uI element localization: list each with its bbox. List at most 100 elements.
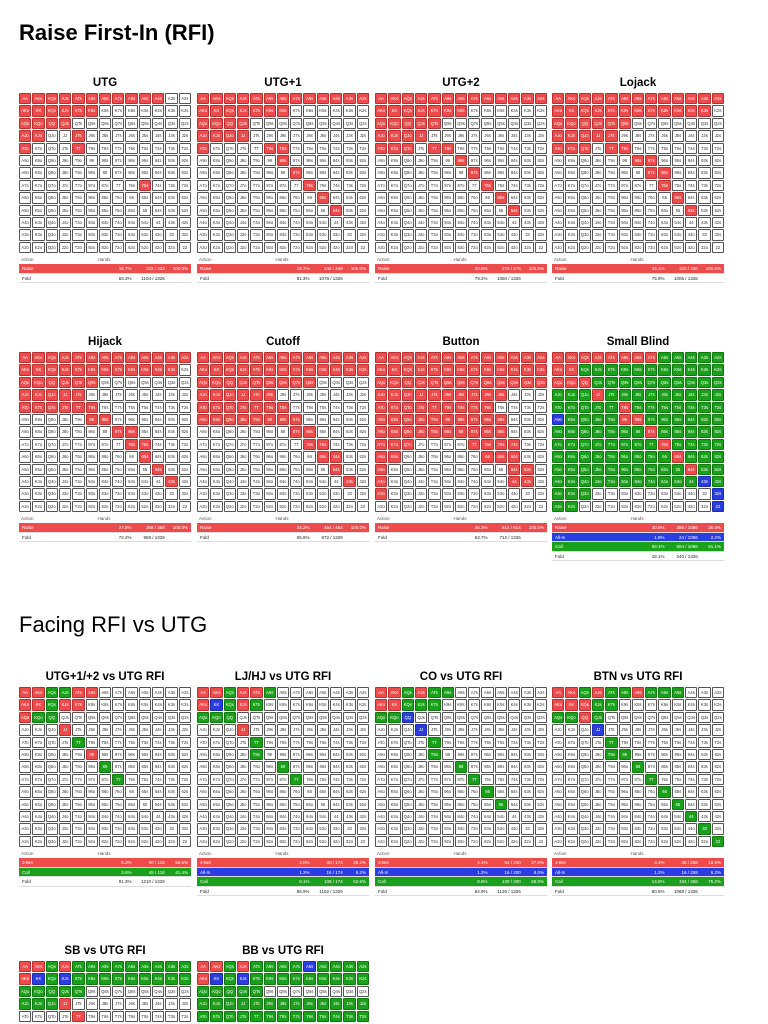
hand-cell: 99 — [441, 154, 454, 167]
hand-cell: Q3o — [401, 229, 414, 241]
hand-cell: A5o — [552, 798, 565, 810]
hand-cell: 95s — [316, 154, 330, 167]
hand-cell: J5o — [58, 463, 72, 475]
hand-grid: AA AKs AQs AJs ATs A9s A8s A7s A6s A5s A4s A3s A2s AK… — [197, 687, 369, 848]
hand-cell: QTs — [605, 376, 618, 389]
hand-cell: T2s — [356, 401, 369, 413]
hand-cell: TT — [72, 736, 85, 748]
hand-cell: 92s — [534, 413, 547, 426]
hand-cell: A2s — [534, 687, 547, 699]
hand-cell: 64s — [685, 192, 698, 204]
hand-cell: Q4s — [330, 117, 343, 130]
hand-cell: J3o — [591, 823, 605, 835]
hand-cell: K5s — [316, 699, 330, 711]
hand-cell: 82o — [98, 241, 112, 254]
hand-cell: A7o — [19, 179, 32, 192]
hand-cell: T7s — [112, 142, 125, 154]
hand-cell: J6s — [303, 130, 316, 142]
hand-cell: K7s — [290, 105, 303, 117]
hand-cell: 94s — [685, 154, 698, 167]
range-chart: UTG+2 AA AKs AQs AJs ATs A9s A8s A7s A6s A5s A4s A3s… — [375, 76, 547, 284]
hand-cell: T2s — [534, 736, 547, 748]
hand-cell: T9o — [428, 748, 441, 761]
hand-cell: QJo — [578, 389, 591, 401]
hand-cell: JTs — [428, 389, 441, 401]
hand-cell: K2s — [356, 364, 369, 376]
legend-action-name: 3-Bet — [378, 860, 389, 866]
hand-cell: 97s — [468, 154, 481, 167]
hand-cell: J7o — [414, 438, 428, 451]
legend-percent: 24.1% — [651, 266, 665, 272]
hand-cell: 33 — [521, 488, 534, 500]
hand-cell: Q9s — [85, 711, 98, 724]
hand-cell: 83s — [521, 761, 534, 773]
hand-cell: 93s — [698, 748, 711, 761]
legend-percent: 8.1% — [299, 879, 310, 885]
hand-cell: A5s — [671, 352, 685, 364]
hand-cell: J5s — [671, 389, 685, 401]
hand-cell: AA — [19, 352, 32, 364]
hand-cell: 77 — [645, 773, 658, 786]
hand-cell: 63s — [343, 786, 356, 798]
hand-cell: Q6s — [658, 711, 671, 724]
hand-cell: A2s — [711, 93, 724, 105]
hand-cell: 77 — [290, 438, 303, 451]
hand-cell: 43o — [152, 488, 165, 500]
hand-cell: K3o — [32, 823, 45, 835]
hand-cell: 98s — [454, 748, 468, 761]
hand-cell: Q2s — [178, 985, 191, 998]
legend-action-label: Action — [21, 851, 34, 857]
hand-cell: J2o — [58, 835, 72, 848]
hand-cell: T9o — [605, 748, 618, 761]
hand-cell: 99 — [85, 154, 98, 167]
hand-cell: 74o — [290, 810, 303, 823]
hand-cell: T6s — [303, 142, 316, 154]
hand-cell: T2o — [605, 241, 618, 254]
hand-cell: 93o — [618, 823, 631, 835]
hand-cell: 83s — [343, 167, 356, 179]
hand-cell: A9o — [375, 154, 388, 167]
hand-cell: K3o — [210, 229, 223, 241]
hand-cell: QJo — [45, 998, 58, 1010]
hand-cell: AQo — [197, 376, 210, 389]
hand-cell: 54s — [508, 798, 521, 810]
hand-cell: 43s — [698, 810, 711, 823]
hand-cell: K5s — [494, 699, 508, 711]
hand-cell: 83s — [165, 167, 178, 179]
hand-cell: 97s — [112, 154, 125, 167]
hand-cell: 53o — [494, 488, 508, 500]
hand-cell: 82o — [631, 241, 645, 254]
hand-cell: 93s — [343, 154, 356, 167]
hand-cell: T4o — [605, 475, 618, 488]
hand-cell: A7s — [645, 93, 658, 105]
hand-cell: QTo — [45, 401, 58, 413]
hand-cell: 84o — [454, 475, 468, 488]
hand-cell: Q8o — [223, 167, 236, 179]
hand-cell: 54o — [494, 810, 508, 823]
hand-cell: T9s — [85, 736, 98, 748]
hand-cell: 54s — [152, 463, 165, 475]
hand-cell: KQs — [45, 364, 58, 376]
hand-cell: AQo — [197, 711, 210, 724]
hand-cell: A6o — [19, 451, 32, 463]
hand-cell: KK — [210, 699, 223, 711]
hand-cell: JTo — [591, 401, 605, 413]
legend-hands-count: 1006 / 1326 — [673, 275, 698, 281]
legend-share: 100.0% — [172, 525, 188, 531]
hand-cell: QJo — [223, 389, 236, 401]
legend-percent: 84.9% — [474, 888, 488, 894]
hand-cell: 95o — [263, 798, 276, 810]
hand-cell: J8s — [276, 130, 290, 142]
hand-cell: QJs — [58, 985, 72, 998]
hand-cell: 73s — [343, 773, 356, 786]
hand-cell: K8s — [98, 699, 112, 711]
hand-cell: A3s — [165, 687, 178, 699]
hand-cell: Q3o — [45, 229, 58, 241]
hand-cell: 75o — [290, 204, 303, 216]
hand-cell: K9s — [263, 973, 276, 985]
hand-cell: J8s — [454, 389, 468, 401]
hand-cell: A3s — [165, 961, 178, 973]
range-chart: CO vs UTG RFI AA AKs AQs AJs ATs A9s A8s A7s A6s A… — [375, 670, 547, 897]
hand-cell: Q6s — [481, 711, 494, 724]
hand-cell: 63o — [303, 229, 316, 241]
